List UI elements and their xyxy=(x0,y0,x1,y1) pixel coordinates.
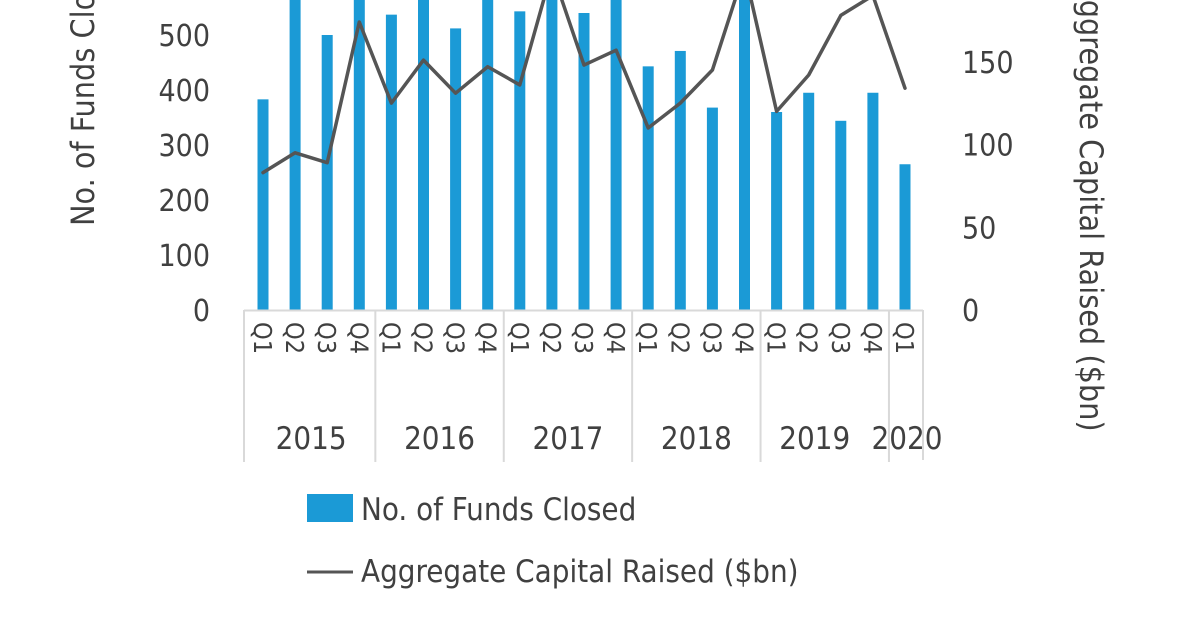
bar xyxy=(578,13,590,310)
bar xyxy=(803,92,815,310)
quarter-label: Q1 xyxy=(633,322,662,354)
legend: No. of Funds Closed Aggregate Capital Ra… xyxy=(307,492,799,590)
quarter-label: Q4 xyxy=(473,322,502,354)
left-tick-label: 100 xyxy=(158,239,210,274)
quarter-label: Q4 xyxy=(601,322,630,354)
legend-line-label: Aggregate Capital Raised ($bn) xyxy=(361,554,799,590)
right-tick-label: 0 xyxy=(962,294,979,329)
bar xyxy=(321,35,333,310)
bar xyxy=(514,11,526,310)
quarter-label: Q1 xyxy=(890,322,919,354)
left-tick-label: 400 xyxy=(158,74,210,109)
bar xyxy=(835,120,847,310)
left-tick-label: 500 xyxy=(158,19,210,54)
bar xyxy=(642,66,654,310)
bar xyxy=(610,0,622,310)
quarter-label: Q3 xyxy=(312,322,341,354)
bar-series xyxy=(257,0,911,311)
bar xyxy=(867,92,879,310)
right-axis-ticks: 0 50 100 150 xyxy=(962,46,1014,329)
quarter-label: Q1 xyxy=(248,322,277,354)
right-axis-title: Aggregate Capital Raised ($bn) xyxy=(1072,0,1110,432)
year-label: 2019 xyxy=(779,421,850,457)
quarter-label: Q1 xyxy=(505,322,534,354)
quarter-label: Q1 xyxy=(376,322,405,354)
quarter-label: Q3 xyxy=(826,322,855,354)
quarter-label: Q4 xyxy=(730,322,759,354)
left-tick-label: 0 xyxy=(193,294,210,329)
left-tick-label: 200 xyxy=(158,184,210,219)
line-series xyxy=(261,0,907,175)
quarter-label: Q1 xyxy=(762,322,791,354)
year-label: 2018 xyxy=(661,421,732,457)
bar xyxy=(706,107,718,310)
quarter-label: Q3 xyxy=(569,322,598,354)
year-label: 2017 xyxy=(532,421,603,457)
quarter-label: Q2 xyxy=(794,322,823,354)
legend-bar-label: No. of Funds Closed xyxy=(361,492,636,528)
left-axis-title: No. of Funds Closed xyxy=(64,0,102,226)
quarter-label: Q4 xyxy=(344,322,373,354)
bar xyxy=(546,0,558,310)
bar xyxy=(353,0,365,310)
quarter-label: Q2 xyxy=(409,322,438,354)
quarter-label: Q4 xyxy=(858,322,887,354)
x-axis: Q1 Q2 Q3 Q4 Q1 Q2 Q3 Q4 Q1 Q2 Q3 Q4 Q1 Q2 Q3 Q4 Q1 Q2 Q3 Q4… xyxy=(243,309,943,462)
bar xyxy=(482,0,494,310)
quarter-label: Q3 xyxy=(441,322,470,354)
bar xyxy=(674,50,686,310)
bar xyxy=(257,99,269,310)
year-label: 2015 xyxy=(276,421,347,457)
year-label: 2016 xyxy=(404,421,475,457)
right-tick-label: 50 xyxy=(962,211,996,246)
left-axis-ticks: 0 100 200 300 400 500 xyxy=(158,19,210,329)
right-tick-label: 150 xyxy=(962,46,1014,81)
quarter-label: Q3 xyxy=(697,322,726,354)
bar xyxy=(899,164,911,310)
right-tick-label: 100 xyxy=(962,129,1014,164)
bar xyxy=(289,0,301,310)
left-tick-label: 300 xyxy=(158,129,210,164)
legend-bar-swatch xyxy=(307,494,353,522)
quarter-label: Q2 xyxy=(537,322,566,354)
bar xyxy=(418,0,429,310)
quarter-label: Q2 xyxy=(665,322,694,354)
quarter-label: Q2 xyxy=(280,322,309,354)
bar xyxy=(739,0,750,310)
bar xyxy=(771,112,783,310)
year-label: 2020 xyxy=(872,421,943,457)
bar xyxy=(385,14,397,311)
bar xyxy=(450,28,462,311)
